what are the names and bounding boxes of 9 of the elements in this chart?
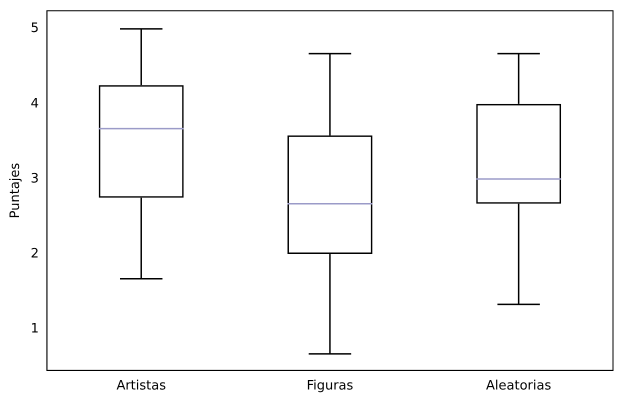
x-tick-label: Artistas	[116, 378, 166, 394]
y-tick-label: 5	[30, 21, 39, 36]
y-axis-title: Puntajes	[8, 162, 24, 218]
y-tick-label: 3	[30, 171, 39, 186]
y-tick-label: 4	[30, 96, 39, 112]
y-tick-label: 2	[30, 246, 39, 262]
y-tick-label: 1	[30, 321, 39, 336]
x-tick-label: Aleatorias	[486, 378, 552, 394]
x-tick-label: Figuras	[306, 378, 354, 394]
